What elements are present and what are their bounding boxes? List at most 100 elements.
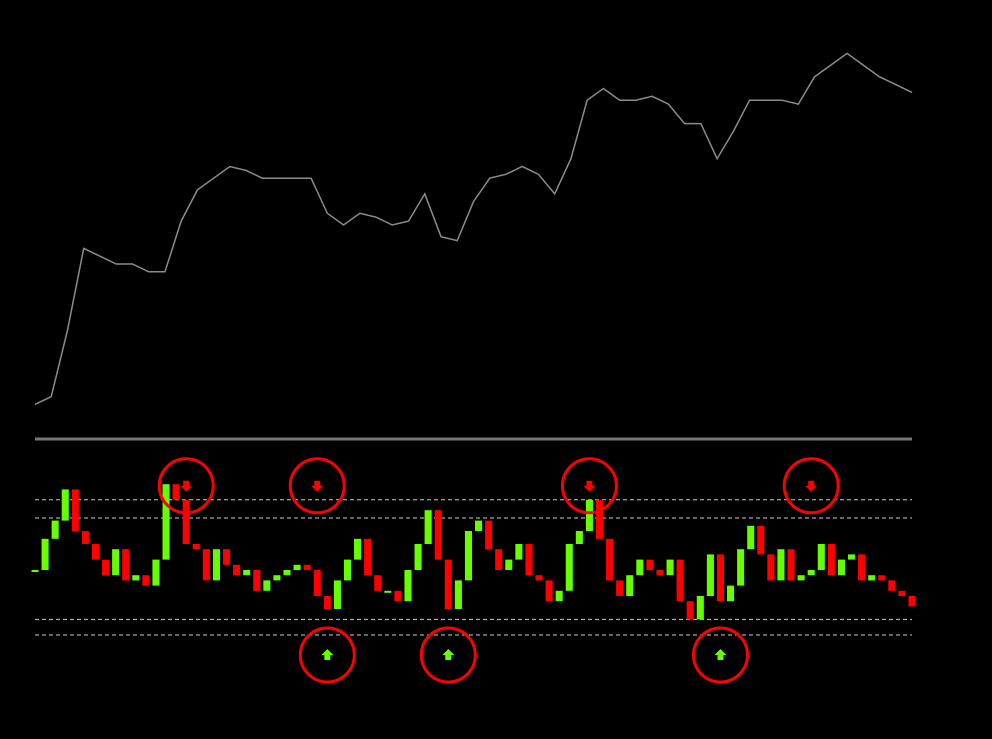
oscillator-bar bbox=[505, 559, 513, 570]
oscillator-bar bbox=[354, 538, 362, 560]
oscillator-bar bbox=[132, 575, 140, 581]
sell-signal-arrow bbox=[180, 480, 193, 492]
oscillator-bar bbox=[716, 554, 724, 602]
oscillator-bar bbox=[626, 575, 634, 596]
oscillator-bar bbox=[646, 559, 654, 570]
oscillator-bar bbox=[727, 585, 735, 602]
oscillator-bar bbox=[293, 564, 301, 570]
oscillator-bar bbox=[253, 570, 261, 591]
oscillator-bar bbox=[384, 590, 392, 593]
oscillator-bar bbox=[364, 538, 372, 576]
sell-signal-arrow bbox=[805, 480, 818, 492]
oscillator-bar bbox=[152, 559, 160, 586]
oscillator-bar bbox=[374, 575, 382, 591]
oscillator-bar bbox=[122, 549, 130, 581]
oscillator-bar bbox=[817, 544, 825, 570]
oscillator-bar bbox=[243, 570, 251, 576]
oscillator-bar bbox=[888, 580, 896, 591]
oscillator-bar bbox=[434, 510, 442, 560]
oscillator-bar bbox=[686, 601, 694, 620]
oscillator-bar bbox=[444, 559, 452, 609]
oscillator-bar bbox=[485, 520, 493, 550]
oscillator-bar bbox=[464, 531, 472, 581]
sell-signal-circle bbox=[560, 457, 618, 515]
oscillator-bar bbox=[475, 520, 483, 531]
oscillator-bar bbox=[767, 554, 775, 581]
oscillator-bar bbox=[666, 559, 674, 576]
sell-signal-arrow bbox=[311, 480, 324, 492]
oscillator-bar bbox=[333, 580, 341, 609]
buy-signal-arrow bbox=[442, 649, 455, 660]
oscillator-bar bbox=[162, 484, 170, 560]
oscillator-bar bbox=[837, 559, 845, 576]
oscillator-bar bbox=[495, 549, 503, 570]
oscillator-bar bbox=[424, 510, 432, 544]
oscillator-bar bbox=[878, 575, 886, 581]
oscillator-bar bbox=[585, 499, 593, 531]
oscillator-bar bbox=[414, 544, 422, 570]
oscillator-bar bbox=[636, 559, 644, 576]
oscillator-bar bbox=[545, 580, 553, 602]
oscillator-bar bbox=[323, 596, 331, 609]
sell-signal-circle bbox=[157, 457, 215, 515]
buy-signal-circle bbox=[419, 626, 477, 684]
sell-signal-circle bbox=[782, 457, 840, 515]
oscillator-bar bbox=[61, 489, 69, 521]
oscillator-bar bbox=[787, 549, 795, 581]
oscillator-bar bbox=[908, 596, 916, 607]
oscillator-bar bbox=[676, 559, 684, 602]
oscillator-bar bbox=[575, 531, 583, 544]
oscillator-bar bbox=[565, 544, 573, 591]
oscillator-bar bbox=[515, 544, 523, 560]
oscillator-bar bbox=[91, 544, 100, 560]
oscillator-bar bbox=[757, 525, 765, 555]
oscillator-bar bbox=[404, 570, 412, 602]
oscillator-bar bbox=[263, 580, 271, 591]
oscillator-bar bbox=[172, 484, 180, 500]
oscillator-bar bbox=[283, 570, 291, 576]
oscillator-bar bbox=[41, 538, 49, 570]
oscillator-bar bbox=[112, 549, 120, 576]
oscillator-bar bbox=[827, 544, 835, 576]
oscillator-bar bbox=[535, 575, 543, 581]
oscillator-bar bbox=[847, 554, 856, 560]
oscillator-bar bbox=[858, 554, 866, 581]
oscillator-bar bbox=[454, 580, 462, 609]
oscillator-bar bbox=[343, 559, 352, 581]
sell-signal-arrow bbox=[583, 480, 596, 492]
buy-signal-circle bbox=[298, 626, 356, 684]
oscillator-bar bbox=[595, 499, 604, 539]
oscillator-bar bbox=[182, 499, 190, 544]
oscillator-bar bbox=[192, 544, 200, 550]
oscillator-bar bbox=[807, 570, 815, 576]
oscillator-bar bbox=[81, 531, 89, 544]
oscillator-bar bbox=[696, 596, 704, 620]
oscillator-bar bbox=[525, 544, 533, 576]
oscillator-bar bbox=[797, 575, 805, 581]
oscillator-bar bbox=[555, 590, 563, 602]
price-line bbox=[34, 52, 913, 406]
oscillator-bar bbox=[31, 570, 39, 572]
oscillator-bar bbox=[202, 549, 210, 581]
oscillator-bar bbox=[102, 559, 110, 576]
oscillator-bar bbox=[747, 525, 755, 550]
buy-signal-arrow bbox=[714, 649, 727, 660]
oscillator-bar bbox=[868, 575, 876, 581]
oscillator-bar bbox=[898, 590, 906, 596]
oscillator-bar bbox=[233, 564, 241, 576]
oscillator-bar bbox=[142, 575, 150, 586]
oscillator-bar bbox=[223, 549, 231, 565]
oscillator-bar bbox=[706, 554, 714, 596]
buy-signal-arrow bbox=[321, 649, 334, 660]
oscillator-bar bbox=[616, 580, 624, 596]
oscillator-bar bbox=[777, 549, 785, 581]
oscillator-bar bbox=[606, 538, 614, 581]
oscillator-bar bbox=[51, 520, 59, 539]
oscillator-bar bbox=[656, 570, 664, 576]
oscillator-bar bbox=[273, 575, 281, 581]
oscillator-bar bbox=[303, 564, 311, 570]
oscillator-bar bbox=[71, 489, 79, 531]
